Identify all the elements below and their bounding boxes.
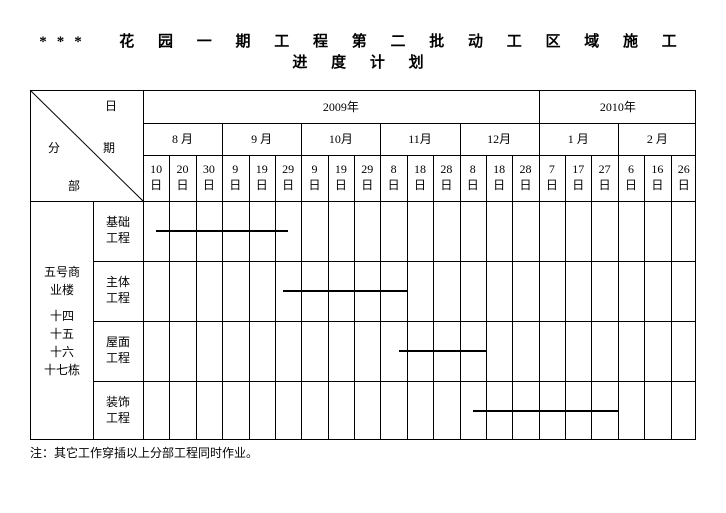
year-2010: 2010年: [539, 91, 697, 123]
month-4: 12月: [460, 123, 539, 155]
month-2: 10月: [301, 123, 380, 155]
day-1: 20日: [169, 155, 195, 201]
gantt-bar-3: [473, 410, 618, 412]
month-0: 8 月: [143, 123, 222, 155]
day-16: 17日: [565, 155, 591, 201]
gantt-bar-1: [283, 290, 407, 292]
year-2009: 2009年: [143, 91, 539, 123]
day-8: 29日: [354, 155, 380, 201]
day-7: 19日: [328, 155, 354, 201]
day-19: 16日: [644, 155, 670, 201]
gantt-bar-2: [399, 350, 486, 352]
day-12: 8日: [460, 155, 486, 201]
day-2: 30日: [196, 155, 222, 201]
day-10: 18日: [407, 155, 433, 201]
day-20: 26日: [671, 155, 697, 201]
corner-mid: 期: [89, 139, 129, 157]
phase-label-3: 装饰工程: [93, 381, 143, 441]
day-15: 7日: [539, 155, 565, 201]
day-18: 6日: [618, 155, 644, 201]
page-title: 花 园 一 期 工 程 第 二 批 动 工 区 域 施 工 进 度 计 划: [119, 34, 687, 71]
phase-label-0: 基础工程: [93, 201, 143, 261]
day-13: 18日: [486, 155, 512, 201]
row-group: 五号商业楼十四十五十六十七栋: [31, 201, 93, 441]
day-11: 28日: [433, 155, 459, 201]
day-0: 10日: [143, 155, 169, 201]
day-3: 9日: [222, 155, 248, 201]
day-6: 9日: [301, 155, 327, 201]
corner-bottom: 部: [59, 177, 89, 195]
month-6: 2 月: [618, 123, 697, 155]
day-9: 8日: [380, 155, 406, 201]
day-5: 29日: [275, 155, 301, 201]
month-3: 11月: [380, 123, 459, 155]
day-17: 27日: [591, 155, 617, 201]
phase-label-2: 屋面工程: [93, 321, 143, 381]
gantt-bar-0: [156, 230, 288, 232]
corner-left: 分: [39, 139, 69, 157]
month-1: 9 月: [222, 123, 301, 155]
day-4: 19日: [249, 155, 275, 201]
schedule-grid: 日期 分部 2009年2010年 8 月9 月10月11月12月1 月2 月 10日20…: [30, 90, 696, 440]
footnote: 注：其它工作穿插以上分部工程同时作业。: [30, 444, 696, 461]
month-5: 1 月: [539, 123, 618, 155]
phase-label-1: 主体工程: [93, 261, 143, 321]
title-prefix: ***: [39, 34, 92, 50]
corner-top: 日: [91, 97, 131, 115]
day-14: 28日: [512, 155, 538, 201]
